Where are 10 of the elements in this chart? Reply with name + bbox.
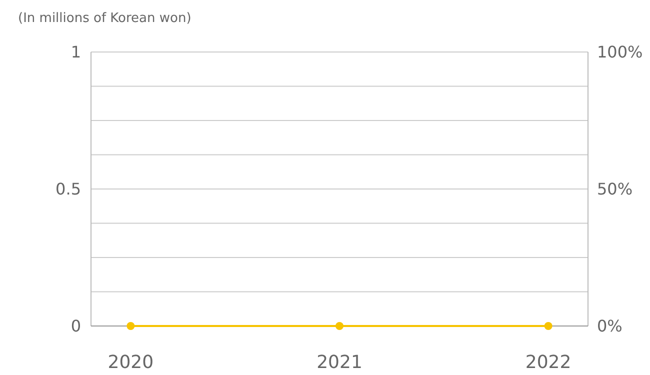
y-tick-label: 1	[70, 42, 81, 62]
x-tick-label: 2022	[525, 352, 572, 373]
y2-tick-label: 0%	[597, 316, 622, 336]
y2-tick-label: 100%	[597, 42, 643, 62]
y-tick-label: 0.5	[56, 180, 81, 199]
x-tick-label: 2020	[108, 352, 154, 373]
x-tick-label: 2021	[316, 352, 362, 373]
y-tick-label: 0	[70, 316, 81, 336]
chart-title: (In millions of Korean won)	[18, 11, 192, 26]
y2-tick-label: 50%	[597, 180, 633, 199]
